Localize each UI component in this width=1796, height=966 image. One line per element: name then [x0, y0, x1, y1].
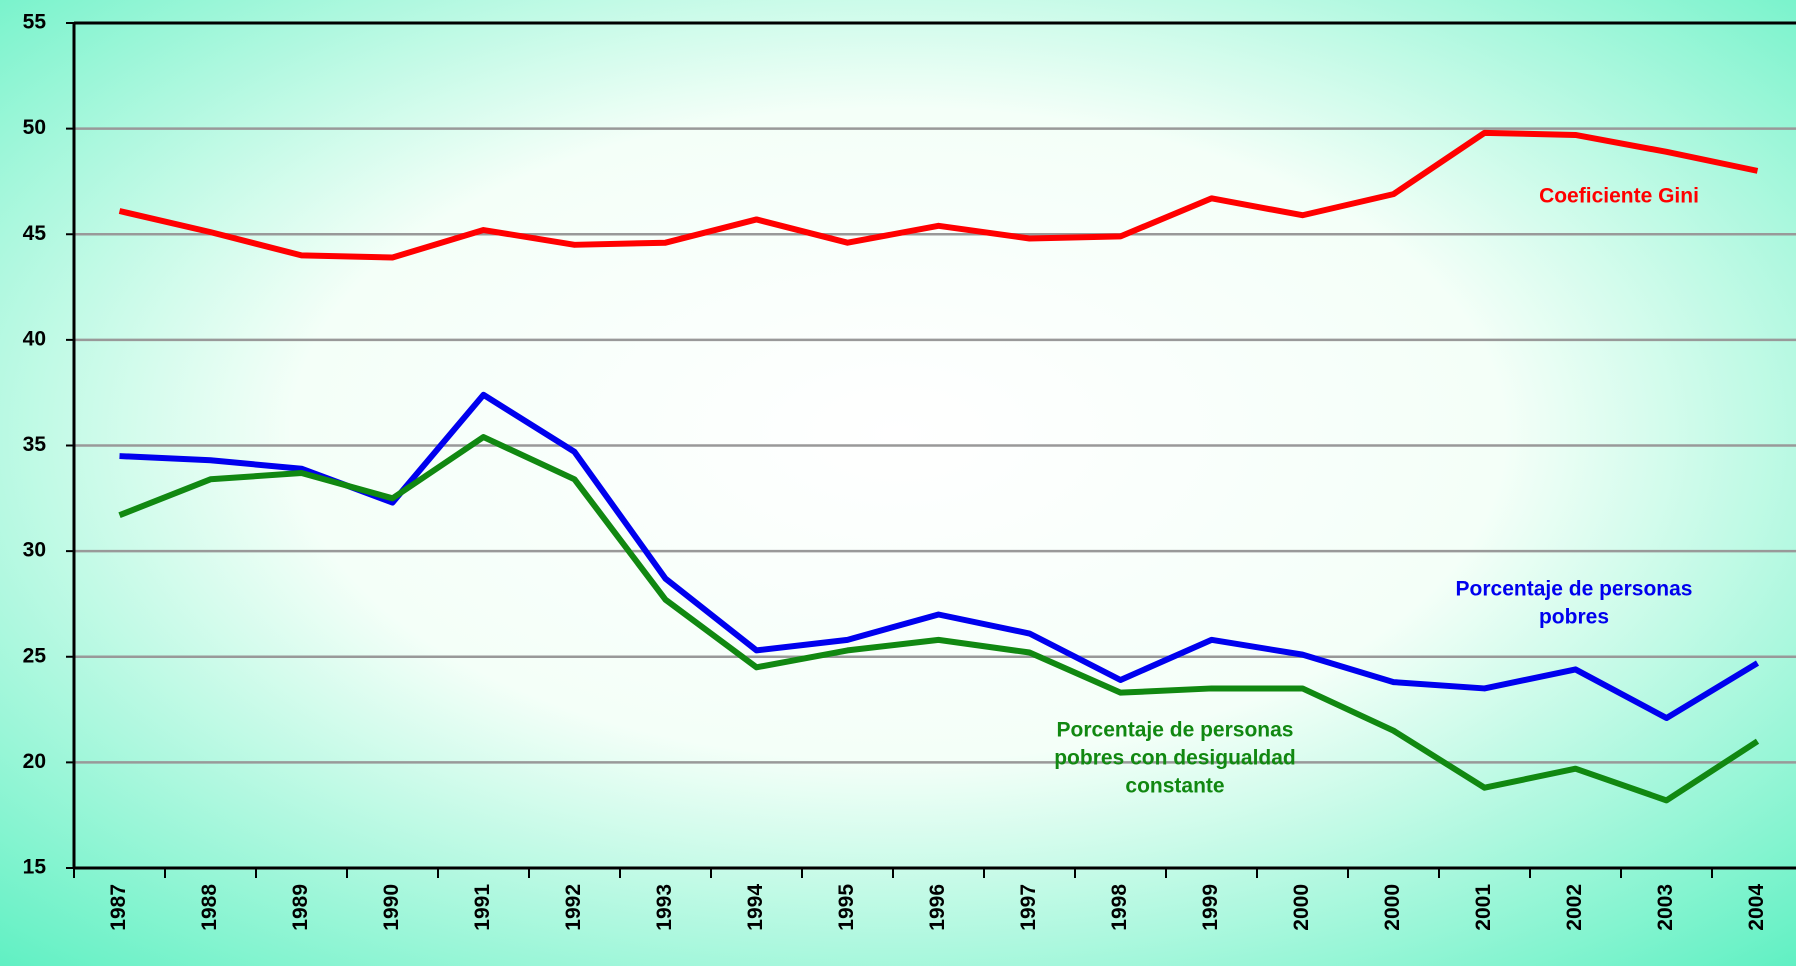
y-tick-label: 25 [23, 644, 47, 667]
x-tick-label: 2001 [1472, 884, 1495, 931]
annotation: constante [1125, 775, 1224, 798]
x-tick-label: 2000 [1290, 884, 1313, 931]
x-tick-label: 1987 [107, 884, 130, 931]
series-line [118, 129, 1759, 261]
annotation: Porcentaje de personas [1456, 578, 1693, 601]
x-tick-label: 2002 [1563, 884, 1586, 931]
x-tick-label: 1989 [289, 884, 312, 931]
x-tick-label: 1997 [1017, 884, 1040, 931]
series-line [119, 391, 1760, 722]
annotation: Coeficiente Gini [1539, 185, 1699, 208]
x-tick-label: 1991 [471, 884, 494, 931]
x-tick-label: 1990 [380, 884, 403, 931]
annotation: pobres [1539, 606, 1609, 629]
x-tick-label: 1994 [744, 884, 767, 931]
y-tick-label: 50 [23, 116, 46, 139]
x-tick-label: 1998 [1108, 884, 1131, 931]
y-tick-label: 40 [23, 327, 46, 350]
x-tick-label: 1995 [835, 884, 858, 931]
annotation: Porcentaje de personas [1057, 719, 1294, 742]
y-tick-label: 30 [23, 539, 46, 562]
x-tick-label: 2003 [1654, 884, 1677, 931]
x-tick-label: 1993 [653, 884, 676, 931]
series-line [118, 434, 1760, 804]
y-tick-label: 20 [23, 750, 46, 773]
y-tick-label: 45 [23, 222, 47, 245]
y-tick-label: 15 [23, 856, 47, 879]
y-tick-label: 35 [23, 433, 47, 456]
x-tick-label: 1988 [198, 884, 221, 931]
annotation: pobres con desigualdad [1054, 747, 1296, 770]
x-tick-label: 1996 [926, 884, 949, 931]
x-tick-label: 2000 [1381, 884, 1404, 931]
x-tick-label: 2004 [1745, 884, 1768, 931]
x-tick-label: 1999 [1199, 884, 1222, 931]
y-tick-label: 55 [23, 11, 47, 34]
x-tick-label: 1992 [562, 884, 585, 931]
